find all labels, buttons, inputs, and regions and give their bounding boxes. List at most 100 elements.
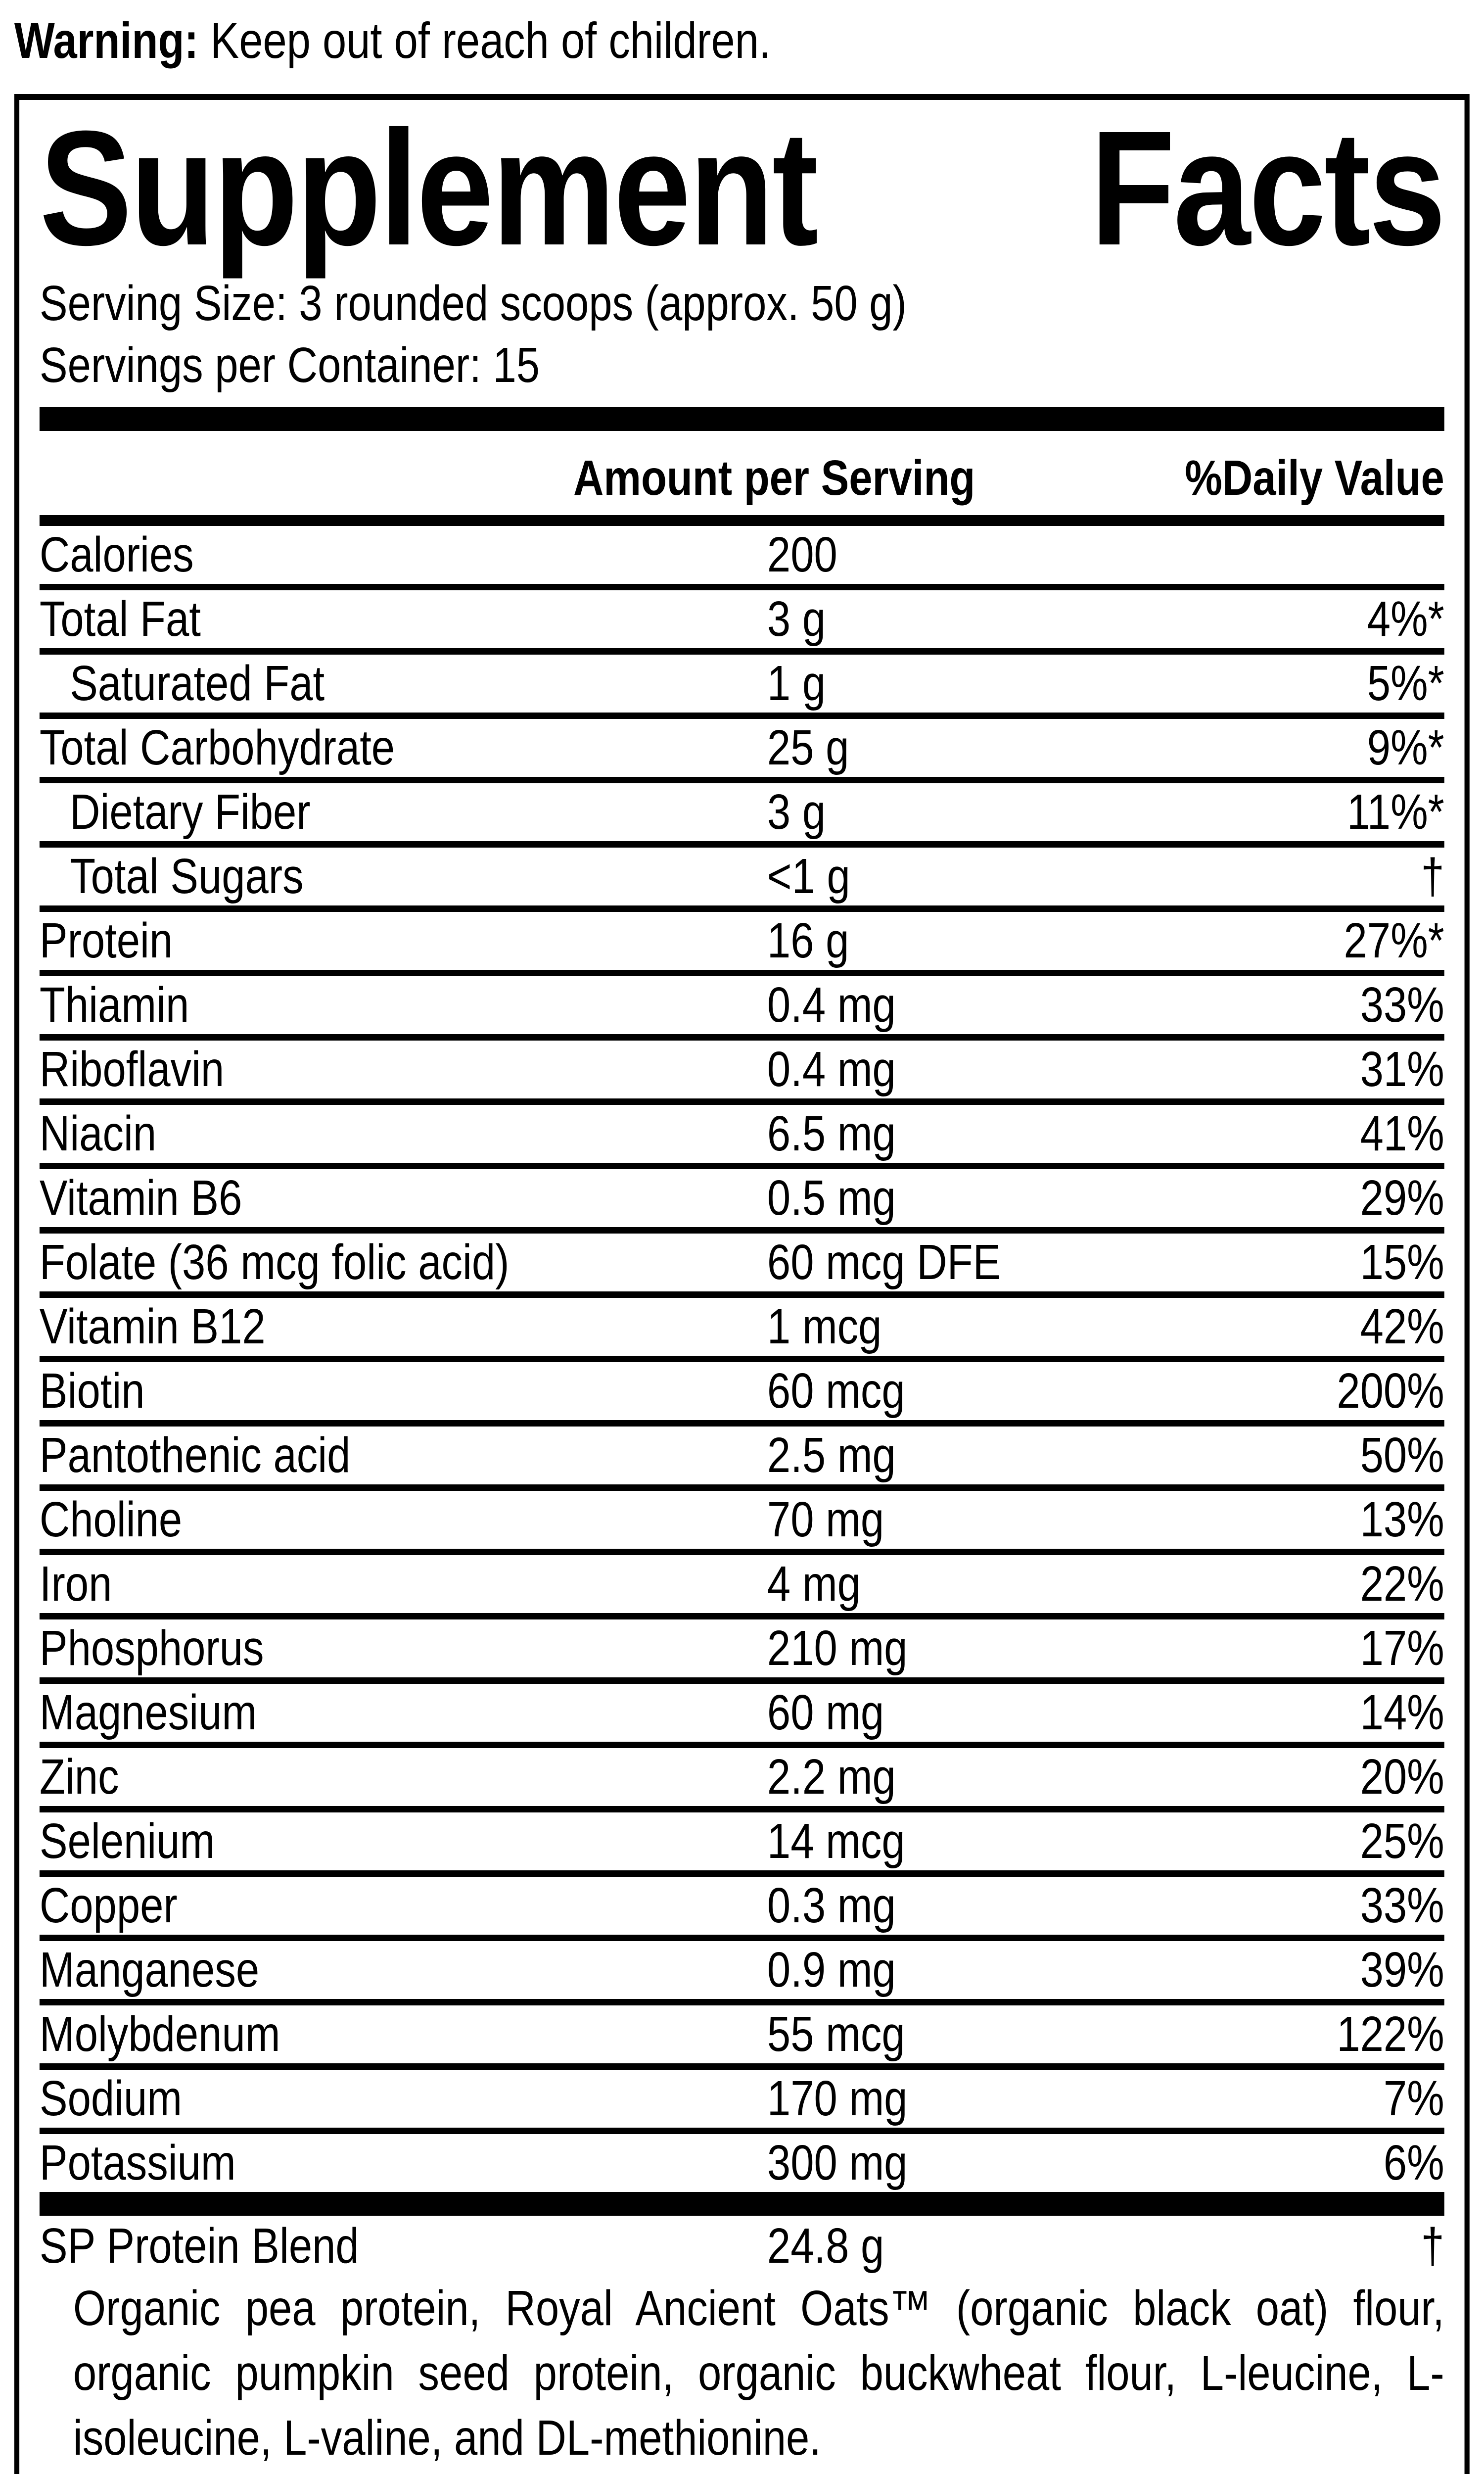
nutrient-name: Sodium <box>39 2071 183 2126</box>
nutrient-name: Biotin <box>39 1363 145 1419</box>
nutrient-name: Total Sugars <box>70 849 304 904</box>
nutrient-row: Copper 0.3 mg 33% <box>40 1877 1444 1935</box>
nutrient-amount: 1 mcg <box>767 1299 882 1354</box>
row-separator <box>39 1227 1444 1234</box>
row-separator <box>39 1098 1444 1105</box>
blend-daily-value: † <box>1421 2218 1444 2274</box>
nutrient-daily-value: 15% <box>1360 1235 1444 1290</box>
nutrient-daily-value: 200% <box>1337 1363 1444 1419</box>
row-separator <box>39 841 1444 848</box>
nutrient-name: Zinc <box>39 1749 119 1805</box>
nutrient-name: Niacin <box>39 1106 157 1161</box>
nutrient-daily-value: 20% <box>1360 1749 1444 1805</box>
nutrient-row: Pantothenic acid 2.5 mg 50% <box>40 1427 1444 1484</box>
nutrient-daily-value: 17% <box>1360 1620 1444 1676</box>
row-separator <box>39 1484 1444 1491</box>
nutrient-row: Riboflavin 0.4 mg 31% <box>40 1041 1444 1098</box>
nutrient-row: Phosphorus 210 mg 17% <box>40 1619 1444 1677</box>
table-header-underline <box>39 515 1444 526</box>
row-separator <box>39 1935 1444 1941</box>
nutrient-amount: 300 mg <box>767 2135 908 2190</box>
row-separator <box>39 970 1444 976</box>
nutrient-name: Saturated Fat <box>70 656 325 711</box>
nutrient-name: Copper <box>39 1878 178 1933</box>
nutrient-amount: 0.4 mg <box>767 977 896 1033</box>
nutrient-amount: 70 mg <box>767 1492 884 1547</box>
nutrient-daily-value: 13% <box>1360 1492 1444 1547</box>
nutrient-amount: 16 g <box>767 913 849 968</box>
nutrient-row: Calories 200 <box>40 526 1444 584</box>
nutrient-name: Phosphorus <box>39 1620 264 1676</box>
warning-label: Warning: <box>14 12 199 69</box>
nutrient-daily-value: 41% <box>1360 1106 1444 1161</box>
row-separator <box>39 1742 1444 1748</box>
nutrient-amount: 0.9 mg <box>767 1942 896 1998</box>
nutrient-amount: 60 mcg <box>767 1363 905 1419</box>
row-separator <box>39 1291 1444 1298</box>
nutrient-amount: 3 g <box>767 591 826 647</box>
nutrient-amount: 0.4 mg <box>767 1042 896 1097</box>
row-separator <box>39 1356 1444 1362</box>
row-separator <box>39 1549 1444 1555</box>
nutrient-amount: 1 g <box>767 656 826 711</box>
nutrient-name: Vitamin B12 <box>39 1299 266 1354</box>
nutrient-daily-value: 33% <box>1360 977 1444 1033</box>
row-separator <box>39 1163 1444 1169</box>
nutrient-amount: 3 g <box>767 784 826 840</box>
supplement-facts-panel: Supplement Facts Serving Size: 3 rounded… <box>14 94 1470 2474</box>
row-separator <box>39 777 1444 783</box>
nutrient-name: Total Fat <box>39 591 201 647</box>
nutrient-name: Molybdenum <box>39 2006 280 2062</box>
thick-divider-top <box>39 407 1444 431</box>
nutrient-row: Choline 70 mg 13% <box>40 1491 1444 1549</box>
row-separator <box>39 1034 1444 1041</box>
thick-divider-middle <box>39 2192 1444 2216</box>
nutrient-amount: 4 mg <box>767 1556 861 1612</box>
nutrient-name: Folate (36 mcg folic acid) <box>39 1235 510 1290</box>
row-separator <box>39 1999 1444 2005</box>
nutrient-amount: 60 mg <box>767 1685 884 1740</box>
nutrient-row: Vitamin B12 1 mcg 42% <box>40 1298 1444 1356</box>
blend-amount: 24.8 g <box>767 2218 884 2274</box>
nutrient-row: Magnesium 60 mg 14% <box>40 1684 1444 1742</box>
warning-line: Warning: Keep out of reach of children. <box>14 12 1484 69</box>
nutrient-row: Potassium 300 mg 6% <box>40 2134 1444 2192</box>
nutrient-daily-value: 25% <box>1360 1813 1444 1869</box>
nutrient-name: Vitamin B6 <box>39 1170 242 1226</box>
nutrient-name: Protein <box>39 913 173 968</box>
nutrient-row: Manganese 0.9 mg 39% <box>40 1941 1444 1999</box>
nutrient-row: Sodium 170 mg 7% <box>40 2070 1444 2128</box>
nutrient-daily-value: 4%* <box>1367 591 1444 647</box>
panel-title-word-2: Facts <box>1090 96 1446 279</box>
nutrient-daily-value: 14% <box>1360 1685 1444 1740</box>
blend-description: Organic pea protein, Royal Ancient Oats™… <box>73 2281 1444 2466</box>
warning-text: Keep out of reach of children. <box>198 12 771 69</box>
nutrient-daily-value: 6% <box>1383 2135 1444 2190</box>
nutrient-row: Selenium 14 mcg 25% <box>40 1812 1444 1870</box>
nutrient-daily-value: 22% <box>1360 1556 1444 1612</box>
nutrient-daily-value: 7% <box>1383 2071 1444 2126</box>
row-separator <box>39 713 1444 719</box>
nutrient-row: Total Carbohydrate 25 g 9%* <box>40 719 1444 777</box>
panel-title-word-1: Supplement <box>39 96 819 279</box>
nutrient-name: Magnesium <box>39 1685 257 1740</box>
nutrient-row: Total Sugars <1 g † <box>40 848 1444 905</box>
nutrient-amount: 170 mg <box>767 2071 908 2126</box>
serving-size-line: Serving Size: 3 rounded scoops (approx. … <box>39 276 907 331</box>
nutrient-row: Dietary Fiber 3 g 11%* <box>40 783 1444 841</box>
table-header-spacer <box>40 451 573 505</box>
row-separator <box>39 648 1444 655</box>
nutrient-amount: 0.3 mg <box>767 1878 896 1933</box>
nutrient-amount: 14 mcg <box>767 1813 905 1869</box>
row-separator <box>39 2063 1444 2070</box>
nutrient-row: Thiamin 0.4 mg 33% <box>40 976 1444 1034</box>
nutrient-name: Iron <box>39 1556 112 1612</box>
nutrient-daily-value: 29% <box>1360 1170 1444 1226</box>
nutrient-name: Riboflavin <box>39 1042 225 1097</box>
nutrient-daily-value: 5%* <box>1367 656 1444 711</box>
nutrient-row: Vitamin B6 0.5 mg 29% <box>40 1169 1444 1227</box>
nutrient-name: Selenium <box>39 1813 215 1869</box>
nutrient-name: Total Carbohydrate <box>39 720 395 775</box>
nutrient-name: Choline <box>39 1492 183 1547</box>
